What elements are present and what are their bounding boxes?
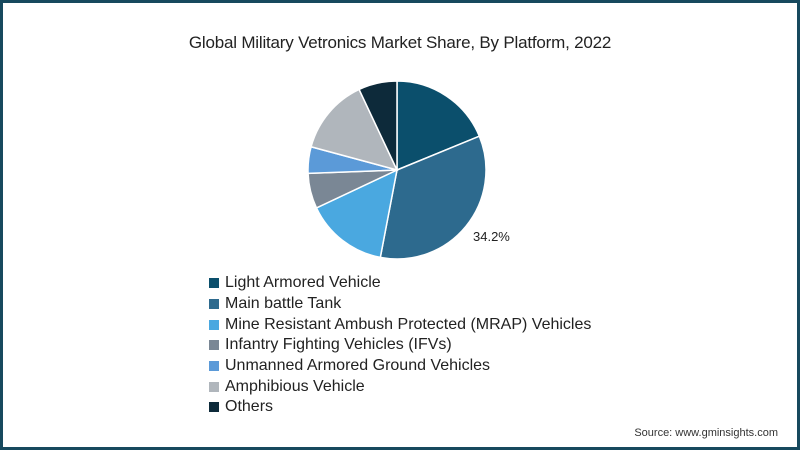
legend-item: Mine Resistant Ambush Protected (MRAP) V… bbox=[209, 314, 591, 335]
pie-slice-label-main-battle-tank: 34.2% bbox=[473, 229, 510, 244]
chart-title: Global Military Vetronics Market Share, … bbox=[188, 33, 612, 52]
legend-label: Unmanned Armored Ground Vehicles bbox=[225, 357, 491, 375]
pie-slice bbox=[396, 80, 481, 172]
pie-slice bbox=[358, 80, 398, 171]
legend-item: Light Armored Vehicle bbox=[209, 273, 591, 294]
pie-slice bbox=[379, 135, 487, 260]
legend-swatch bbox=[209, 381, 219, 392]
legend-label: Others bbox=[225, 398, 274, 416]
source-credit: Source: www.gminsights.com bbox=[634, 427, 778, 439]
legend-item: Others bbox=[209, 397, 591, 418]
legend-swatch bbox=[209, 340, 219, 351]
legend-label: Main battle Tank bbox=[225, 295, 342, 313]
legend-item: Amphibious Vehicle bbox=[209, 376, 591, 397]
legend-swatch bbox=[209, 402, 219, 413]
legend-item: Unmanned Armored Ground Vehicles bbox=[209, 356, 591, 377]
chart-legend: Light Armored Vehicle Main battle Tank M… bbox=[209, 273, 591, 418]
legend-label: Infantry Fighting Vehicles (IFVs) bbox=[225, 336, 452, 354]
legend-item: Main battle Tank bbox=[209, 294, 591, 315]
legend-label: Light Armored Vehicle bbox=[225, 274, 381, 292]
pie-slice bbox=[310, 88, 399, 172]
legend-item: Infantry Fighting Vehicles (IFVs) bbox=[209, 335, 591, 356]
pie-chart bbox=[297, 71, 497, 271]
pie-svg bbox=[307, 80, 487, 260]
legend-label: Mine Resistant Ambush Protected (MRAP) V… bbox=[225, 315, 592, 333]
pie-slice bbox=[315, 168, 399, 259]
legend-swatch bbox=[209, 299, 219, 310]
legend-swatch bbox=[209, 278, 219, 289]
legend-swatch bbox=[209, 361, 219, 372]
legend-label: Amphibious Vehicle bbox=[225, 377, 365, 395]
legend-swatch bbox=[209, 319, 219, 330]
